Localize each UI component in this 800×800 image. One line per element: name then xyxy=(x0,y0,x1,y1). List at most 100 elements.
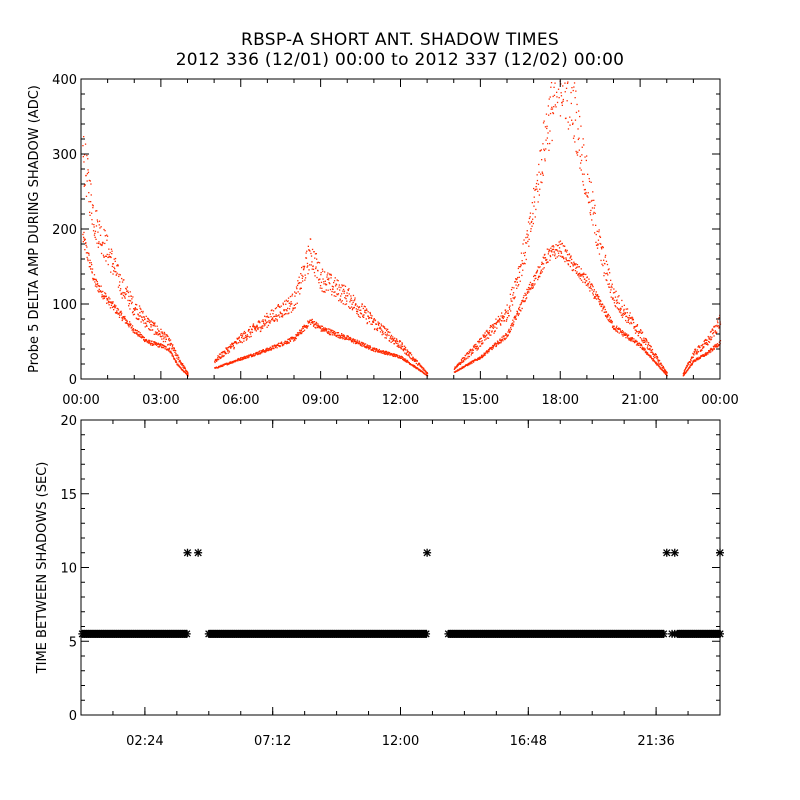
data-point xyxy=(329,288,332,291)
data-point xyxy=(718,326,721,328)
data-point xyxy=(262,349,264,351)
data-point xyxy=(657,363,659,365)
data-point xyxy=(546,137,548,139)
data-point xyxy=(94,285,97,287)
data-point xyxy=(362,345,364,347)
data-point xyxy=(362,307,364,310)
data-point xyxy=(380,323,382,325)
data-point xyxy=(600,300,602,302)
data-point xyxy=(522,269,524,271)
data-point xyxy=(657,360,659,362)
data-point xyxy=(513,287,515,289)
data-point xyxy=(492,347,494,349)
data-point xyxy=(627,317,629,319)
data-point xyxy=(381,334,383,336)
data-point xyxy=(374,351,377,353)
data-point xyxy=(275,307,278,309)
x-tick-label: 02:24 xyxy=(126,734,163,749)
data-point xyxy=(520,310,522,312)
data-point xyxy=(317,270,319,272)
data-point xyxy=(620,308,622,310)
data-point xyxy=(524,263,526,265)
data-point xyxy=(249,326,251,328)
data-point xyxy=(129,324,131,327)
data-point xyxy=(380,328,382,330)
data-point xyxy=(519,309,521,311)
data-point xyxy=(708,341,711,343)
data-point xyxy=(699,346,701,349)
data-point xyxy=(264,351,266,353)
data-point xyxy=(541,263,544,265)
data-point xyxy=(256,324,258,326)
data-point xyxy=(120,310,122,312)
data-point xyxy=(649,356,651,358)
data-point xyxy=(460,359,463,361)
data-point xyxy=(240,334,242,336)
data-point xyxy=(343,337,345,339)
data-point xyxy=(214,360,216,362)
data-point xyxy=(335,295,337,297)
data-point xyxy=(232,361,234,363)
data-point xyxy=(395,355,397,358)
data-point xyxy=(275,345,277,348)
data-point xyxy=(612,292,615,294)
data-point xyxy=(538,266,540,269)
data-point xyxy=(90,194,92,196)
data-point xyxy=(537,190,539,192)
data-point xyxy=(594,297,596,299)
data-point xyxy=(532,212,534,215)
data-point xyxy=(244,355,246,358)
data-point xyxy=(262,349,264,351)
data-point xyxy=(550,108,552,110)
data-point xyxy=(560,251,562,253)
data-point xyxy=(572,122,574,124)
data-point xyxy=(95,283,97,285)
data-point xyxy=(382,330,384,333)
data-point xyxy=(155,333,158,335)
data-point xyxy=(510,300,512,302)
data-point xyxy=(496,340,499,342)
data-point xyxy=(685,371,688,373)
data-point xyxy=(339,298,341,300)
data-point xyxy=(586,155,588,157)
data-point xyxy=(284,300,286,302)
data-point xyxy=(388,340,391,342)
data-point xyxy=(374,348,376,350)
data-point xyxy=(242,333,244,335)
data-point xyxy=(267,324,270,327)
data-point xyxy=(126,286,128,288)
data-point xyxy=(252,355,254,357)
data-point xyxy=(235,342,238,344)
data-point xyxy=(173,357,175,360)
data-point xyxy=(335,335,338,338)
data-point xyxy=(350,339,352,342)
data-point xyxy=(325,328,327,330)
data-point xyxy=(106,299,109,301)
data-point xyxy=(142,336,144,338)
data-point xyxy=(608,314,610,317)
data-point xyxy=(497,319,499,321)
data-point xyxy=(337,294,339,296)
data-point xyxy=(358,341,361,343)
data-point xyxy=(694,349,696,351)
data-point xyxy=(279,316,281,318)
data-point xyxy=(108,296,110,298)
data-point xyxy=(365,318,367,320)
data-point xyxy=(282,302,284,304)
data-point xyxy=(150,324,152,326)
data-point xyxy=(404,359,406,361)
data-point xyxy=(597,243,599,245)
data-point xyxy=(415,366,417,368)
data-point xyxy=(379,326,381,328)
data-point xyxy=(217,357,219,359)
data-point xyxy=(172,347,174,349)
data-point xyxy=(131,327,133,329)
data-point xyxy=(599,235,601,237)
data-point xyxy=(334,291,336,293)
data-point xyxy=(342,338,344,340)
data-point xyxy=(145,340,147,342)
data-point xyxy=(285,303,287,305)
data-point xyxy=(617,327,619,330)
data-point xyxy=(553,246,555,248)
data-point xyxy=(85,195,88,197)
